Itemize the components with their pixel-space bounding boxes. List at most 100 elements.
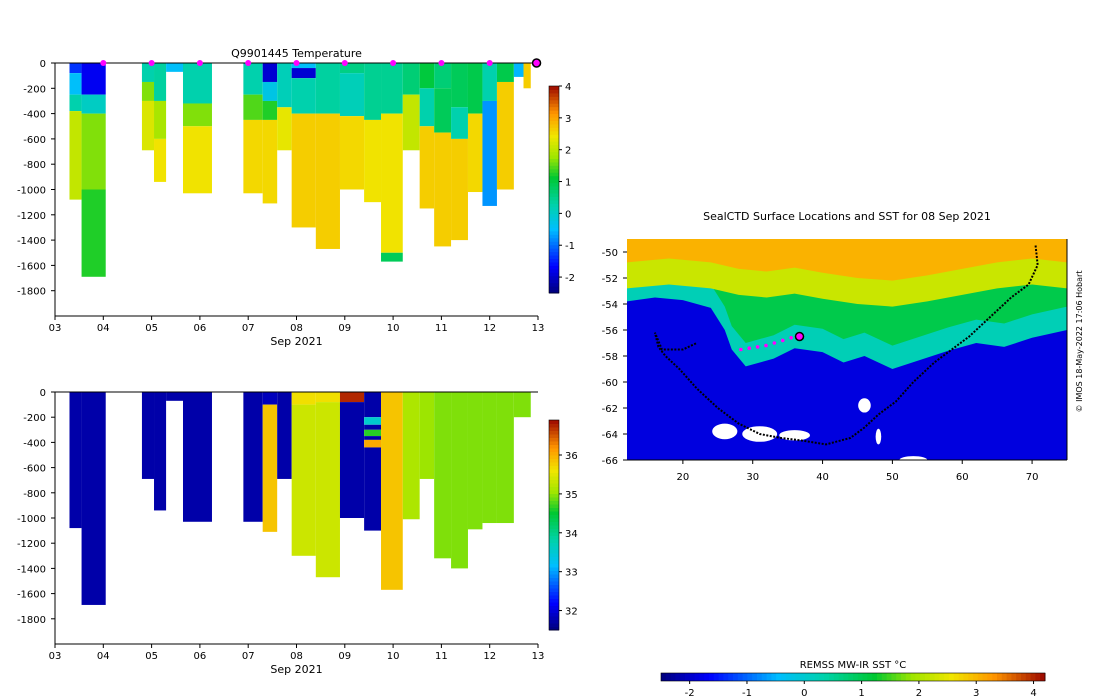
temperature-colorbar-segment [549, 272, 559, 277]
sst-colorbar-segment [901, 673, 907, 681]
salinity-profile-cell [402, 392, 420, 520]
sst-colorbar-segment [752, 673, 758, 681]
sst-colorbar-segment [963, 673, 969, 681]
temperature-colorbar-label: 3 [565, 114, 571, 125]
map-land-patch [712, 423, 738, 440]
salinity-colorbar-segment [549, 462, 559, 466]
temperature-colorbar-segment [549, 213, 559, 218]
temperature-profile-cell [339, 73, 365, 117]
map-credit: © IMOS 18-May-2022 17:06 Hobart [1075, 271, 1084, 413]
salinity-colorbar-segment [549, 469, 559, 473]
temperature-ytick-label: -1600 [17, 261, 46, 272]
salinity-xlabel: Sep 2021 [270, 663, 322, 676]
temperature-colorbar-segment [549, 192, 559, 197]
sst-colorbar-label: 0 [801, 688, 807, 699]
salinity-profile-cell [243, 392, 263, 522]
salinity-colorbar-segment [549, 546, 559, 550]
sst-colorbar-segment [776, 673, 782, 681]
salinity-colorbar-segment [549, 521, 559, 526]
temperature-ytick-label: -600 [23, 135, 46, 146]
sst-colorbar-label: 1 [858, 688, 864, 699]
temperature-colorbar-segment [549, 248, 559, 253]
sst-colorbar-segment [790, 673, 796, 681]
temperature-profile-marker [341, 60, 348, 66]
temperature-profile-cell [402, 94, 420, 151]
temperature-colorbar-segment [549, 96, 559, 101]
temperature-profile-marker [438, 60, 445, 66]
sst-colorbar-segment [982, 673, 988, 681]
temperature-colorbar-segment [549, 141, 559, 146]
salinity-colorbar-segment [549, 619, 559, 624]
salinity-colorbar-segment [549, 591, 559, 596]
salinity-profile-cell [467, 392, 483, 530]
sst-colorbar-segment [848, 673, 854, 681]
salinity-colorbar-segment [549, 609, 559, 613]
salinity-colorbar-segment [549, 553, 559, 557]
sst-colorbar-segment [881, 673, 888, 681]
temperature-profile-cell [262, 100, 278, 120]
salinity-colorbar-segment [549, 465, 559, 470]
temperature-profile-cell [243, 94, 263, 120]
temperature-xtick-label: 09 [338, 323, 351, 334]
salinity-profile-cell [364, 439, 382, 448]
map-xtick-label: 30 [746, 472, 759, 483]
temperature-profile-cell [339, 116, 365, 190]
recent-location-marker [789, 336, 793, 340]
temperature-profile-cell [496, 63, 514, 82]
map-ytick-label: -66 [602, 456, 618, 467]
sst-colorbar-segment [872, 673, 878, 681]
temperature-xtick-label: 04 [97, 323, 110, 334]
temperature-profile-cell [154, 138, 167, 182]
temperature-profile-cell [69, 94, 82, 112]
salinity-colorbar-segment [549, 441, 559, 445]
temperature-ytick-label: -1800 [17, 287, 46, 298]
temperature-profile-cell [154, 63, 167, 101]
salinity-ytick-label: -1000 [17, 514, 46, 525]
salinity-xtick-label: 06 [194, 651, 207, 662]
temperature-profile-cell [262, 81, 278, 101]
salinity-colorbar-segment [549, 423, 559, 428]
salinity-profile-cell [451, 392, 468, 569]
salinity-profile-cell [81, 392, 106, 605]
temperature-xtick-label: 10 [387, 323, 400, 334]
salinity-colorbar-segment [549, 567, 559, 571]
salinity-colorbar-segment [549, 420, 559, 424]
salinity-colorbar-segment [549, 514, 559, 519]
temperature-profile-cell [467, 63, 483, 114]
salinity-profile-cell [315, 392, 340, 403]
salinity-colorbar-label: 35 [565, 490, 578, 501]
temperature-profile-cell [81, 94, 106, 114]
salinity-ytick-label: -200 [23, 413, 46, 424]
temperature-profile-cell [182, 103, 212, 127]
sst-colorbar-label: 4 [1030, 688, 1036, 699]
temperature-colorbar-segment [549, 179, 559, 184]
sst-colorbar-segment [1040, 673, 1046, 681]
sst-colorbar-segment [891, 673, 897, 681]
salinity-colorbar-segment [549, 584, 559, 589]
temperature-profile-cell [381, 252, 403, 262]
salinity-colorbar-segment [549, 598, 559, 603]
map-xtick-label: 60 [956, 472, 969, 483]
sst-colorbar-segment [1021, 673, 1027, 681]
salinity-ytick-label: -1400 [17, 564, 46, 575]
sst-hot-zone [627, 239, 1067, 281]
temperature-colorbar-segment [549, 92, 559, 97]
sst-colorbar-label: -2 [685, 688, 695, 699]
temperature-profile-cell [154, 100, 167, 139]
temperature-profile-marker [196, 60, 203, 66]
map-ytick-label: -52 [602, 274, 618, 285]
temperature-profile-cell [182, 63, 212, 104]
sst-colorbar-segment [675, 673, 681, 681]
temperature-profile-cell [141, 81, 155, 101]
salinity-colorbar-segment [549, 451, 559, 456]
temperature-profile-cell [243, 63, 263, 95]
temperature-colorbar-segment [549, 234, 559, 239]
salinity-profile-cell [154, 392, 167, 511]
recent-location-marker [755, 345, 760, 349]
temperature-profile-cell [182, 126, 212, 194]
salinity-profile-cell [315, 402, 340, 578]
temperature-colorbar-segment [549, 168, 559, 173]
map-field [627, 239, 1067, 460]
sst-colorbar-segment [862, 673, 868, 681]
temperature-profile-cell [451, 138, 468, 241]
